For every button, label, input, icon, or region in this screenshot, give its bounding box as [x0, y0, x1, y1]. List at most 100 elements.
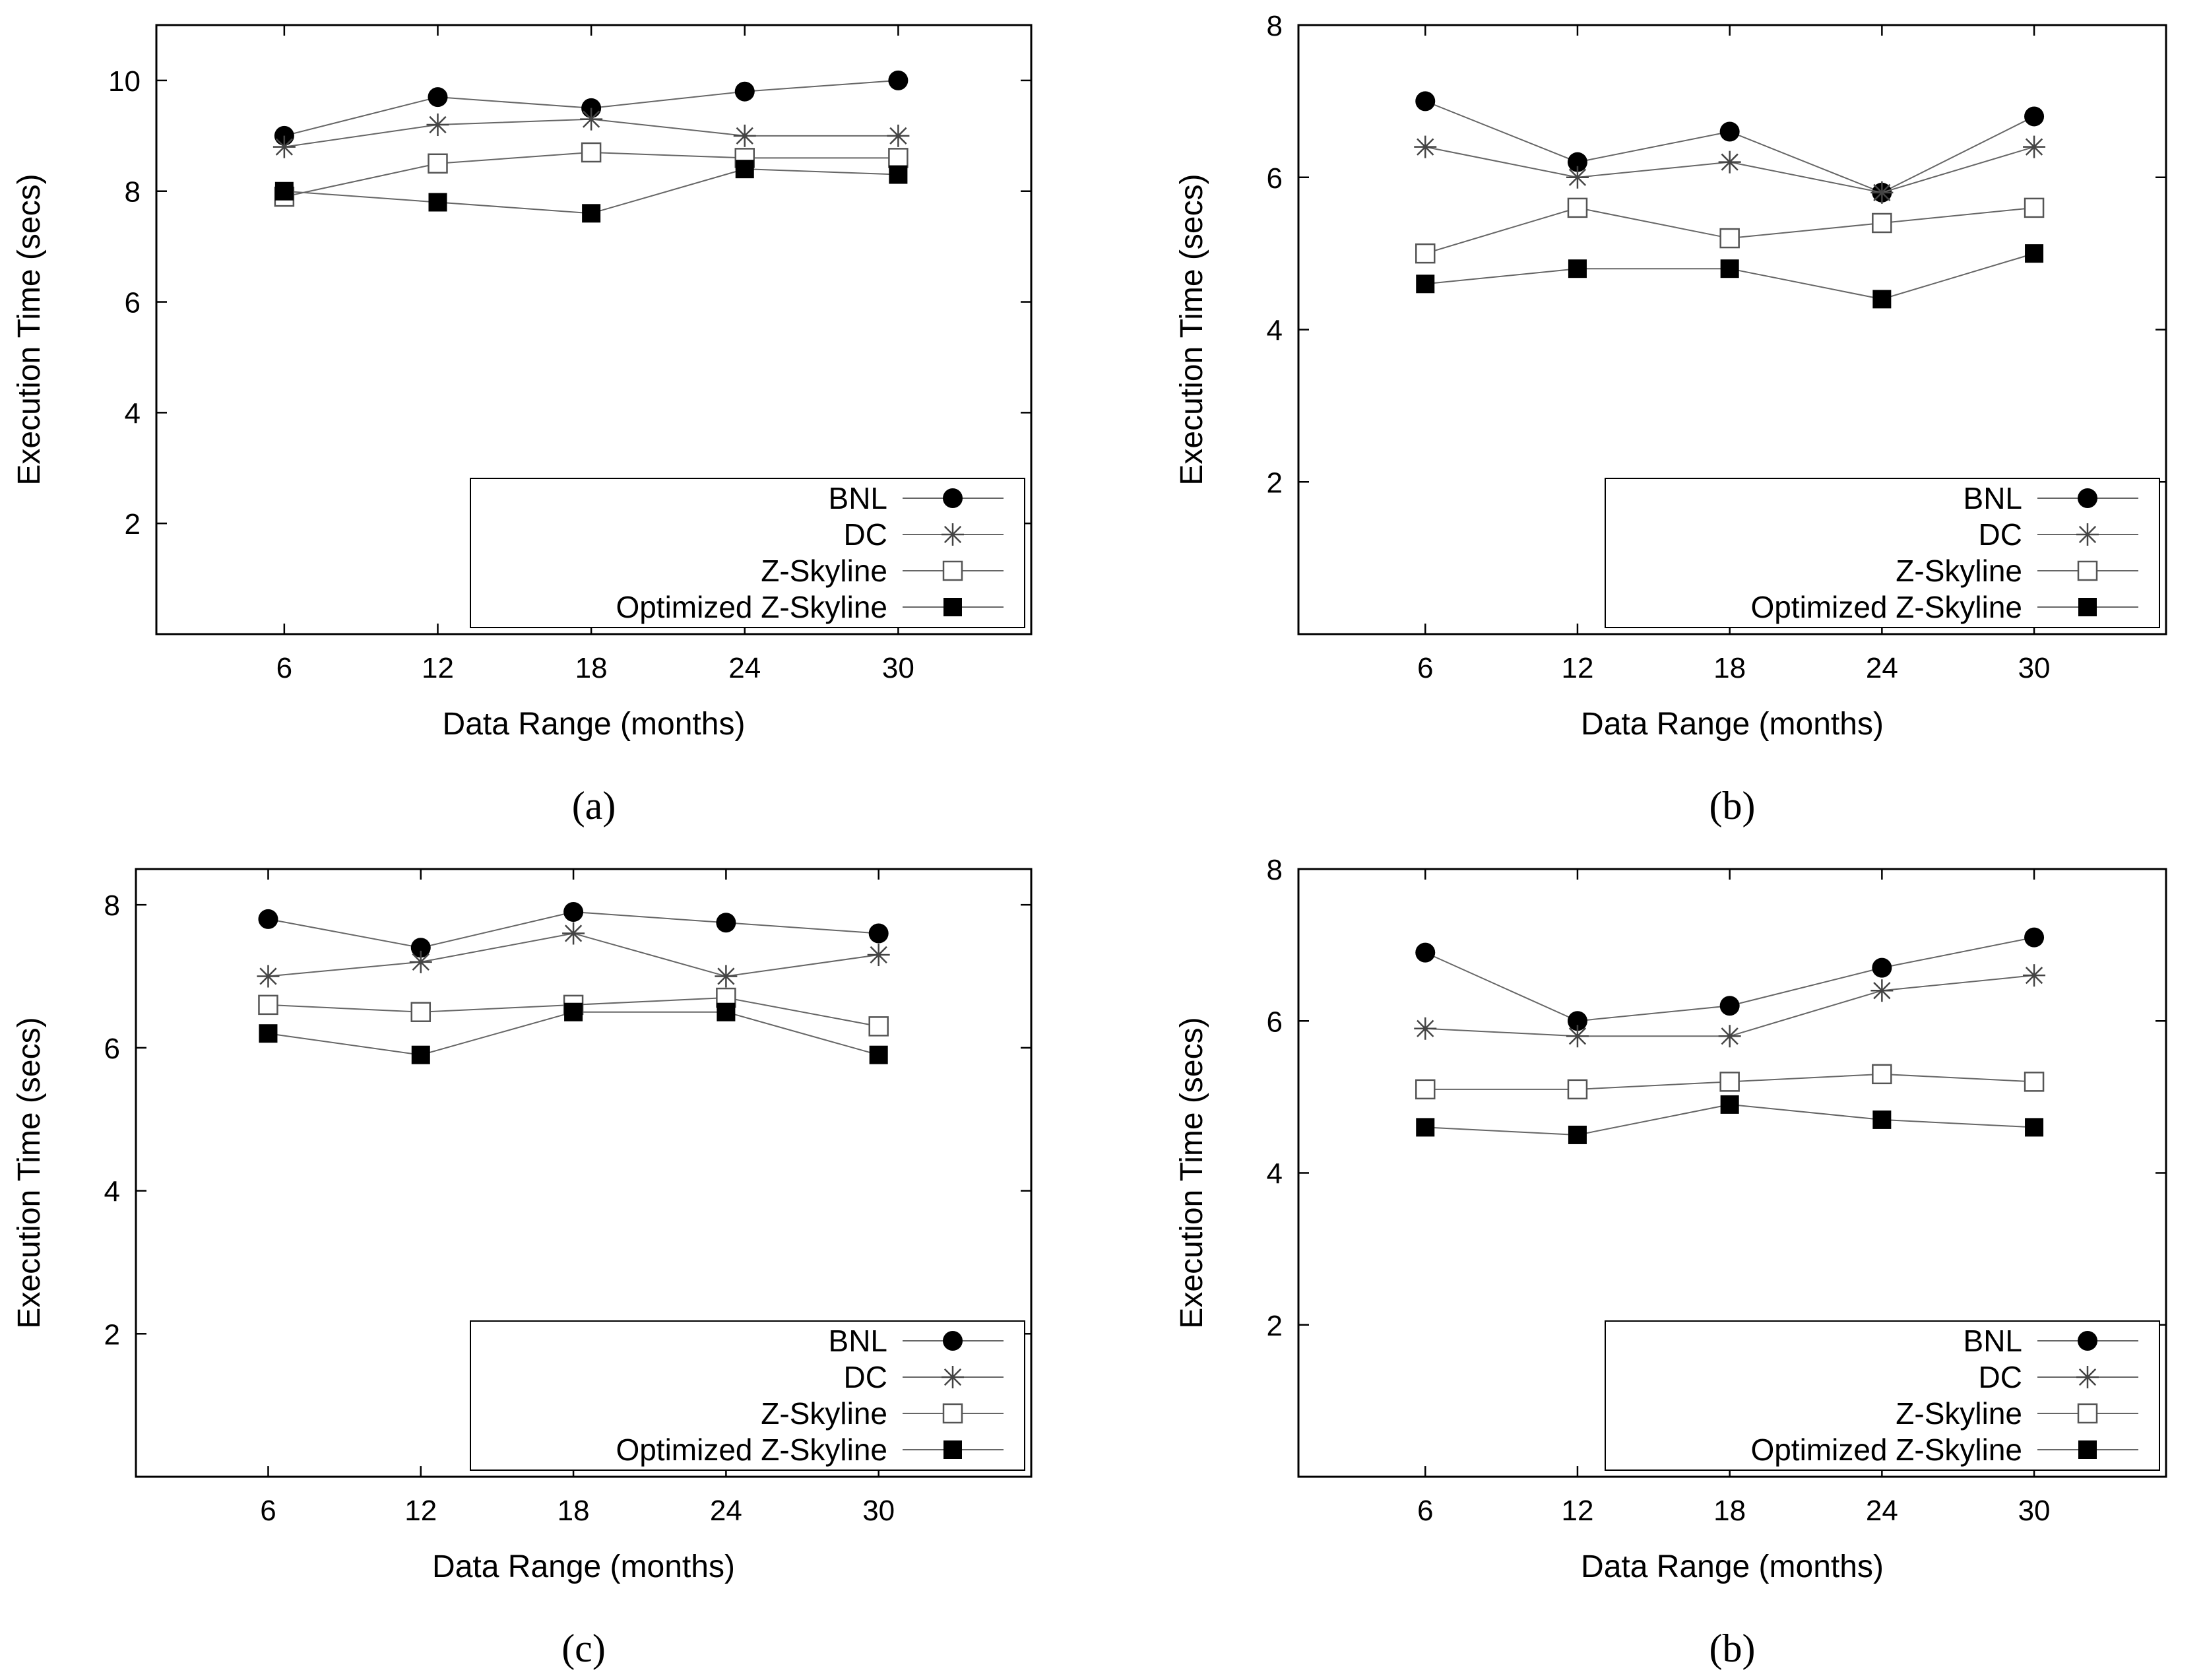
data-point [1720, 259, 1739, 278]
data-point [581, 142, 602, 163]
series-dc [1414, 135, 2046, 204]
marker-stroke [1721, 153, 1739, 171]
marker-stroke [1873, 982, 1891, 1000]
data-point [272, 135, 296, 158]
data-point [1568, 1125, 1587, 1144]
data-point [563, 902, 584, 922]
y-tick-label: 8 [1267, 854, 1283, 886]
marker-stroke [870, 946, 887, 964]
legend-box [470, 1320, 1025, 1471]
legend-marker [2078, 488, 2097, 508]
y-axis-title: Execution Time (secs) [12, 1017, 47, 1328]
data-point [1566, 1025, 1589, 1048]
legend-marker [2077, 560, 2098, 581]
marker-stroke [889, 127, 907, 145]
series-optimized-z-skyline [1416, 1095, 2044, 1144]
data-point [1415, 243, 1436, 264]
y-tick-label: 4 [1267, 1158, 1283, 1190]
data-point [1718, 150, 1741, 174]
legend-box [470, 478, 1025, 628]
data-point [410, 938, 431, 958]
legend-label: BNL [829, 1324, 887, 1358]
data-point [1566, 166, 1589, 189]
marker-stroke [1417, 138, 1434, 156]
data-point [1719, 228, 1740, 249]
data-point [426, 113, 449, 137]
y-tick-label: 4 [104, 1176, 120, 1208]
data-point [1872, 1064, 1892, 1085]
data-point [868, 923, 889, 944]
series-bnl [258, 902, 889, 958]
data-point [1720, 1095, 1739, 1114]
marker-stroke [259, 967, 277, 985]
marker-stroke [275, 138, 293, 156]
data-point [580, 108, 603, 131]
legend-label: DC [844, 1360, 887, 1394]
panel-caption: (c) [561, 1627, 606, 1670]
panel-caption: (b) [1709, 784, 1756, 827]
data-point [2025, 1118, 2044, 1137]
y-tick-label: 6 [125, 287, 141, 319]
plot-frame [155, 24, 1033, 635]
data-point [888, 148, 909, 168]
series-dc [257, 922, 890, 988]
data-point [410, 1002, 431, 1022]
legend-label: Z-Skyline [761, 1396, 887, 1431]
marker-stroke [2025, 138, 2043, 156]
legend-marker [2078, 598, 2097, 616]
data-point [1870, 181, 1894, 204]
data-point [717, 1002, 736, 1021]
x-tick-label: 6 [1417, 652, 1433, 684]
y-tick-label: 6 [1267, 162, 1283, 195]
y-tick-label: 10 [108, 65, 141, 98]
legend-marker [2077, 1403, 2098, 1424]
marker-stroke [582, 110, 600, 128]
legend-box [1605, 478, 2160, 628]
data-point [1415, 942, 1436, 963]
y-tick-label: 4 [125, 397, 141, 430]
data-point [562, 922, 585, 945]
data-point [1719, 121, 1740, 142]
x-tick-label: 6 [260, 1495, 276, 1527]
legend-label: Optimized Z-Skyline [1750, 590, 2022, 624]
legend-box [1605, 1320, 2160, 1471]
legend-label: DC [1979, 517, 2022, 552]
legend-label: Optimized Z-Skyline [616, 1433, 887, 1467]
y-tick-label: 8 [1267, 10, 1283, 42]
marker-stroke [2078, 525, 2097, 544]
data-point [2023, 135, 2046, 158]
x-tick-label: 30 [2018, 1495, 2051, 1527]
data-point [1568, 259, 1587, 278]
marker-stroke [943, 1368, 962, 1386]
series-z-skyline [274, 142, 909, 207]
legend-marker [2078, 1331, 2097, 1351]
marker-stroke [564, 924, 583, 942]
data-point [2023, 964, 2046, 987]
series-bnl [1415, 927, 2045, 1031]
data-point [1872, 212, 1892, 234]
marker-stroke [2025, 967, 2043, 985]
data-point [258, 994, 278, 1016]
data-point [428, 87, 448, 108]
data-point [274, 181, 294, 201]
legend-label: Optimized Z-Skyline [1750, 1433, 2022, 1467]
marker-stroke [2078, 1368, 2097, 1386]
y-tick-label: 8 [125, 176, 141, 209]
data-point [2024, 197, 2045, 218]
marker-stroke [429, 115, 447, 134]
legend-marker [942, 1403, 963, 1424]
series-optimized-z-skyline [259, 1002, 888, 1064]
legend-marker [2076, 523, 2099, 546]
data-point [735, 160, 754, 179]
y-tick-label: 6 [1267, 1006, 1283, 1038]
legend-label: BNL [829, 481, 887, 515]
legend-marker [943, 488, 963, 508]
x-axis-title: Data Range (months) [443, 707, 746, 742]
data-point [869, 1045, 888, 1064]
marker-stroke [943, 525, 962, 544]
data-point [1718, 1025, 1741, 1048]
x-tick-label: 24 [728, 652, 761, 684]
panel-caption: (a) [572, 784, 616, 827]
